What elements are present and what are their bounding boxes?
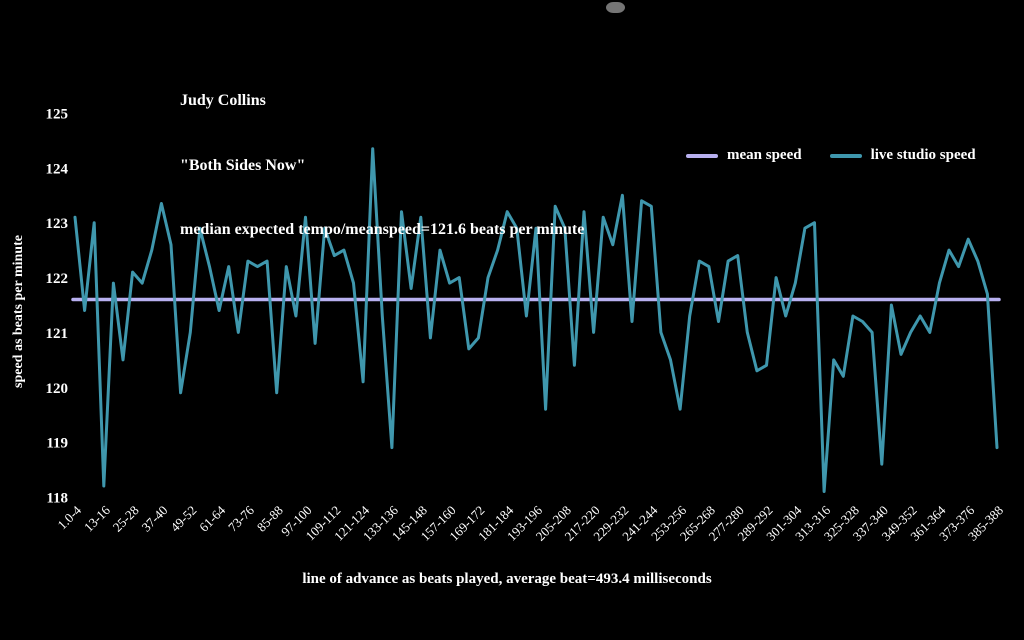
y-tick-label: 122 <box>46 271 69 287</box>
x-tick-label: 13-16 <box>81 502 113 534</box>
x-tick-label: 61-64 <box>196 502 228 534</box>
y-tick-label: 123 <box>46 216 69 232</box>
x-tick-label: 1.0-4 <box>54 502 84 532</box>
live-studio-speed-line <box>73 147 999 493</box>
legend-label-mean-speed: mean speed <box>727 147 802 163</box>
legend: mean speed live studio speed <box>686 147 976 164</box>
y-tick-label: 119 <box>46 436 68 452</box>
legend-item-live-studio-speed: live studio speed <box>829 147 976 164</box>
live-studio-speed-line-swatch <box>829 153 862 158</box>
legend-label-live-studio-speed: live studio speed <box>870 147 976 163</box>
tempo-subtitle: median expected tempo/meanspeed=121.6 be… <box>180 221 585 238</box>
y-tick-label: 118 <box>46 491 68 507</box>
chart-title-block: Judy Collins "Both Sides Now" median exp… <box>180 47 584 284</box>
x-axis-label: line of advance as beats played, average… <box>302 571 712 587</box>
x-tick-label: 25-28 <box>110 503 142 535</box>
song-title: "Both Sides Now" <box>180 156 306 174</box>
x-tick-label: 37-40 <box>138 503 170 535</box>
x-tick-label: 73-76 <box>225 502 257 534</box>
y-axis-label: speed as beats per minute <box>11 235 26 388</box>
screen-artifact <box>606 2 625 13</box>
y-tick-label: 124 <box>46 161 69 177</box>
x-tick-label: 49-52 <box>167 503 199 535</box>
legend-item-mean-speed: mean speed <box>686 147 802 164</box>
y-tick-label: 120 <box>46 381 69 397</box>
artist-name: Judy Collins <box>180 92 266 109</box>
y-tick-label: 125 <box>46 107 69 123</box>
y-tick-label: 121 <box>46 326 69 342</box>
mean-speed-line-swatch <box>686 153 718 158</box>
